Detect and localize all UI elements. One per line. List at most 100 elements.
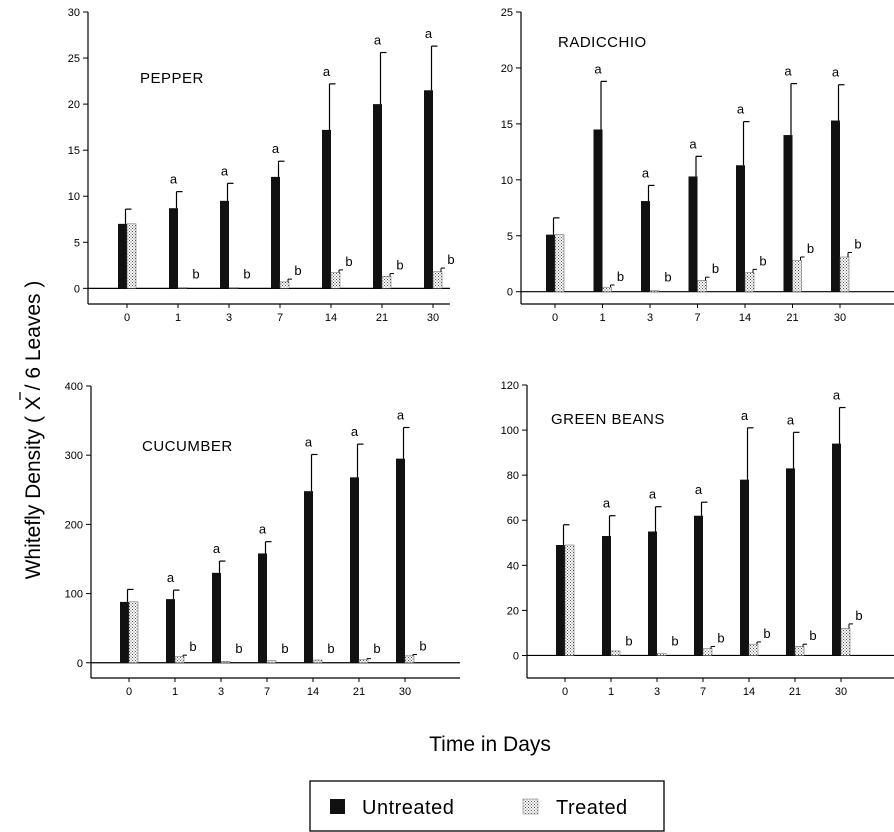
sig-letter-treated: b [763,626,770,641]
panel-title: RADICCHIO [558,34,647,51]
bar-untreated-day-3 [641,201,650,292]
bar-treated-day-14 [748,643,759,656]
sig-letter-untreated: a [594,61,602,76]
y-tick-label: 60 [507,515,519,527]
sig-letter-untreated: a [351,424,359,439]
bar-treated-day-14 [744,272,755,292]
panel-cucumber: 0 100 200 300 400 0 1 a b 3 a b 7 a b 14 a b 21 a b 30 a b CUCUM… [65,381,460,698]
bar-treated-day-7 [697,280,707,292]
bar-treated-day-0 [126,223,137,289]
panel-pepper: 0 5 10 15 20 25 30 0 1 a b 3 a b 7 a b 14 a b 21 a b 30 a b PEPPER [68,7,455,324]
y-tick-label: 25 [501,7,513,19]
x-tick-label: 21 [376,312,388,324]
sig-letter-treated: b [327,641,334,656]
sig-letter-treated: b [189,639,196,654]
sig-letter-untreated: a [170,172,178,187]
y-tick-label: 100 [65,589,83,601]
x-tick-label: 3 [647,312,653,324]
bar-untreated-day-7 [688,176,698,292]
x-tick-label: 14 [307,686,319,698]
x-tick-label: 30 [835,686,847,698]
sig-letter-treated: b [281,641,288,656]
legend-swatch-treated [522,798,539,815]
y-tick-label: 300 [65,450,83,462]
sig-letter-treated: b [855,608,862,623]
bar-untreated-day-14 [322,129,331,289]
sig-letter-untreated: a [272,141,280,156]
x-tick-label: 0 [126,686,132,698]
bar-treated-day-21 [358,659,369,664]
legend-label-treated: Treated [556,797,628,819]
sig-letter-treated: b [712,261,719,276]
x-tick-label: 14 [325,312,337,324]
y-axis-title: Whitefly Density ( X / 6 Leaves ) [22,281,45,580]
sig-letter-untreated: a [221,163,229,178]
bar-treated-day-3 [228,287,239,289]
panel-title: PEPPER [140,70,204,87]
x-tick-label: 14 [739,312,751,324]
bar-untreated-day-1 [166,599,175,663]
y-tick-label: 0 [77,658,83,670]
legend-swatch-untreated [330,799,345,814]
bar-untreated-day-14 [736,165,745,292]
bar-untreated-day-21 [373,104,382,289]
sig-letter-untreated: a [397,408,405,423]
sig-letter-treated: b [419,638,426,653]
x-tick-label: 14 [743,686,755,698]
x-tick-label: 21 [786,312,798,324]
x-tick-label: 7 [700,686,706,698]
y-tick-label: 120 [501,380,519,392]
sig-letter-treated: b [294,263,301,278]
sig-letter-untreated: a [741,408,749,423]
bar-treated-day-3 [656,652,667,656]
x-tick-label: 3 [218,686,224,698]
x-tick-label: 7 [264,686,270,698]
sig-letter-treated: b [809,628,816,643]
y-tick-label: 15 [68,145,80,157]
sig-letter-treated: b [717,630,724,645]
x-tick-label: 0 [562,686,568,698]
bar-untreated-day-7 [694,515,703,656]
bar-treated-day-7 [266,660,277,664]
x-tick-label: 7 [277,312,283,324]
y-tick-label: 20 [68,99,80,111]
bar-untreated-day-14 [304,491,313,663]
bar-treated-day-3 [220,661,231,664]
x-tick-label: 1 [599,312,605,324]
sig-letter-untreated: a [784,64,792,79]
x-tick-label: 30 [427,312,439,324]
y-tick-label: 400 [65,381,83,393]
y-tick-label: 100 [501,425,519,437]
bar-treated-day-0 [554,234,565,292]
bar-untreated-day-21 [786,468,795,656]
sig-letter-untreated: a [425,26,433,41]
y-tick-label: 10 [68,191,80,203]
panel-radicchio: 0 5 10 15 20 25 0 1 a b 3 a b 7 a b 14 a b 21 a b 30 a b RADICCHI… [501,7,894,324]
bar-treated-day-21 [792,260,802,292]
sig-letter-treated: b [664,270,671,285]
y-tick-label: 5 [74,237,80,249]
sig-letter-untreated: a [833,388,841,403]
bar-treated-day-1 [602,286,612,292]
sig-letter-untreated: a [787,412,795,427]
bar-untreated-day-14 [740,479,749,656]
bar-untreated-day-21 [350,477,359,663]
bar-untreated-day-21 [783,135,793,292]
sig-letter-treated: b [396,258,403,273]
y-tick-label: 20 [501,63,513,75]
bar-untreated-day-1 [602,536,611,656]
bar-treated-day-21 [381,276,392,289]
x-tick-label: 7 [694,312,700,324]
bar-untreated-day-1 [169,208,178,289]
bar-untreated-day-30 [831,120,840,292]
bar-treated-day-1 [174,656,185,664]
bar-untreated-day-3 [648,531,657,656]
sig-letter-untreated: a [167,570,175,585]
bar-untreated-day-30 [396,458,405,663]
sig-letter-treated: b [243,266,250,281]
sig-letter-treated: b [235,641,242,656]
bar-treated-day-30 [839,256,850,292]
panel-title: GREEN BEANS [551,411,665,428]
